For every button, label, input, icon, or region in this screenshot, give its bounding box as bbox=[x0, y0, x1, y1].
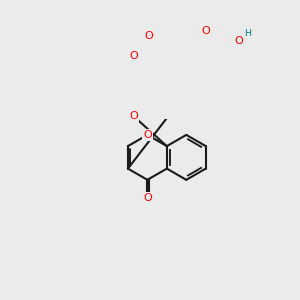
Text: O: O bbox=[143, 130, 152, 140]
Text: O: O bbox=[144, 31, 153, 41]
Text: O: O bbox=[130, 51, 138, 61]
Text: H: H bbox=[244, 29, 251, 38]
Text: O: O bbox=[129, 111, 138, 121]
Text: O: O bbox=[143, 193, 152, 203]
Text: O: O bbox=[202, 26, 211, 36]
Text: O: O bbox=[235, 36, 243, 46]
